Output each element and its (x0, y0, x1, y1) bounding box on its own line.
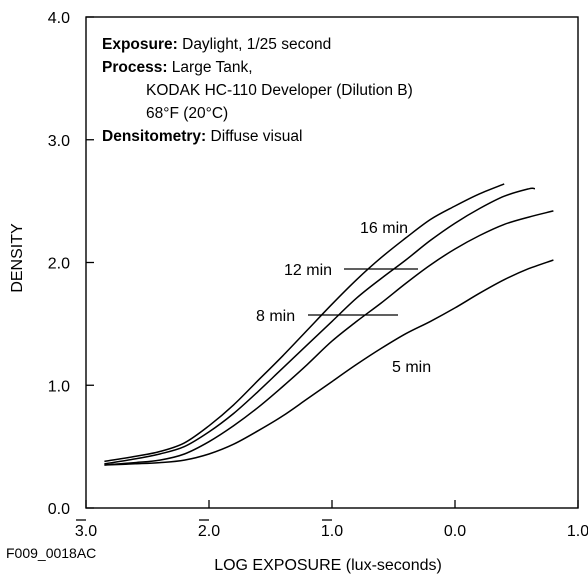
annotation-line: Densitometry: Diffuse visual (102, 128, 302, 145)
x-tick-label: 0.0 (444, 523, 466, 540)
y-tick-label: 0.0 (48, 501, 70, 518)
annotation-line: Process: Large Tank, (102, 59, 253, 76)
y-axis-label: DENSITY (9, 223, 26, 293)
curve-label: 16 min (360, 220, 408, 237)
x-tick-label-suffix: .0 (576, 523, 588, 540)
curve-label: 12 min (284, 262, 332, 279)
x-tick-label-digit: 2 (198, 523, 207, 540)
annotation-line: 68°F (20°C) (146, 105, 228, 122)
y-axis-ticks: 0.0 1.0 2.0 3.0 4.0 (48, 10, 94, 518)
y-tick-label: 4.0 (48, 10, 70, 27)
annotation-block: Exposure: Daylight, 1/25 second Process: … (102, 36, 413, 145)
annotation-value: KODAK HC-110 Developer (Dilution B) (146, 82, 413, 99)
x-tick-label-suffix: .0 (453, 523, 466, 540)
y-tick-label: 1.0 (48, 378, 70, 395)
x-tick-label: 2.0 (198, 523, 220, 540)
annotation-value: Diffuse visual (206, 128, 302, 145)
curve-label: 8 min (256, 308, 295, 325)
curve-labels: 16 min 12 min 8 min 5 min (256, 220, 431, 376)
annotation-key: Process: (102, 59, 167, 76)
x-tick-label-suffix: .0 (84, 523, 97, 540)
series-line (104, 210, 554, 466)
annotation-value: Daylight, 1/25 second (178, 36, 331, 53)
x-tick-label-digit: 1 (567, 523, 576, 540)
x-tick-label: 1.0 (321, 523, 343, 540)
y-tick-label: 3.0 (48, 133, 70, 150)
x-tick-label-digit: 3 (75, 523, 84, 540)
x-tick-label-digit: 1 (321, 523, 330, 540)
annotation-value: 68°F (20°C) (146, 105, 228, 122)
x-tick-label-suffix: .0 (207, 523, 220, 540)
x-tick-label-suffix: .0 (330, 523, 343, 540)
series-line (104, 259, 554, 466)
x-tick-label-digit: 0 (444, 523, 453, 540)
annotation-key: Exposure: (102, 36, 178, 53)
x-tick-label: 1.0 (567, 523, 588, 540)
figure-id: F009_0018AC (6, 545, 96, 561)
annotation-line: KODAK HC-110 Developer (Dilution B) (146, 82, 413, 99)
series-line (104, 183, 505, 463)
x-axis-label: LOG EXPOSURE (lux-seconds) (214, 557, 442, 574)
annotation-value: Large Tank, (167, 59, 252, 76)
x-tick-label: 3.0 (75, 523, 97, 540)
series-lines (104, 183, 554, 466)
y-tick-label: 2.0 (48, 256, 70, 273)
series-line (104, 187, 536, 465)
curve-label: 5 min (392, 359, 431, 376)
x-axis-ticks: 3.0 2.0 1.0 0.0 1.0 (75, 500, 588, 540)
annotation-key: Densitometry: (102, 128, 206, 145)
annotation-line: Exposure: Daylight, 1/25 second (102, 36, 331, 53)
